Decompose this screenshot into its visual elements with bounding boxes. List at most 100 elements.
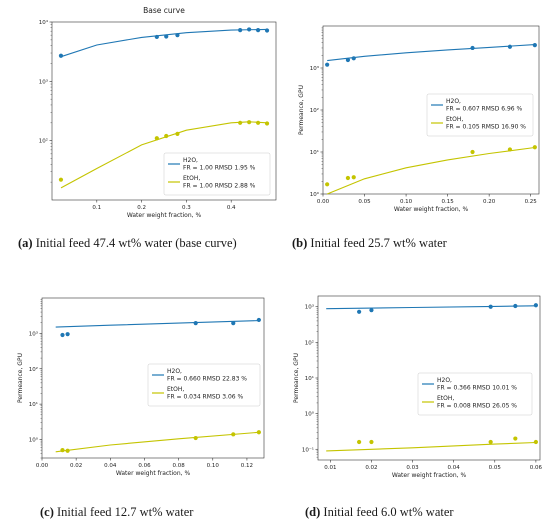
- legend-series-stat: FR = 0.660 RMSD 22.83 %: [167, 376, 247, 383]
- x-tick-label: 0.00: [36, 463, 49, 469]
- data-point-h2o: [507, 44, 513, 49]
- data-point-etoh: [58, 177, 64, 182]
- data-point-etoh: [231, 432, 236, 437]
- data-point-h2o: [264, 28, 270, 33]
- x-tick-label: 0.05: [489, 465, 502, 471]
- x-tick-label: 0.2: [137, 205, 146, 211]
- legend-box: [426, 93, 534, 137]
- data-point-h2o: [533, 303, 538, 308]
- fit-curve-h2o: [55, 320, 259, 328]
- data-point-h2o: [65, 332, 70, 337]
- y-axis-label: Permeance, GPU: [293, 353, 300, 403]
- fit-curve-etoh: [55, 431, 259, 453]
- data-point-h2o: [345, 57, 351, 63]
- data-point-h2o: [369, 308, 374, 313]
- data-point-etoh: [256, 430, 261, 435]
- x-tick-label: 0.4: [227, 205, 236, 211]
- caption-d: (d) Initial feed 6.0 wt% water: [305, 505, 454, 519]
- data-point-etoh: [357, 439, 362, 445]
- data-point-h2o: [532, 43, 537, 48]
- x-tick-label: 0.20: [483, 199, 496, 205]
- y-tick-label: 10²: [39, 138, 48, 145]
- y-tick-label: 10⁻¹: [302, 446, 314, 453]
- data-point-h2o: [58, 53, 64, 58]
- x-tick-label: 0.00: [317, 199, 330, 205]
- x-tick-label: 0.10: [207, 463, 220, 469]
- y-tick-label: 10⁴: [39, 19, 49, 26]
- legend-box: [147, 363, 261, 407]
- x-tick-label: 0.04: [448, 465, 461, 471]
- data-point-etoh: [507, 147, 513, 152]
- data-point-h2o: [60, 332, 65, 338]
- x-tick-label: 0.15: [441, 199, 454, 205]
- legend-series-stat: FR = 1.00 RMSD 2.88 %: [183, 183, 256, 190]
- y-tick-label: 10⁰: [310, 191, 320, 198]
- legend-series-stat: FR = 0.607 RMSD 6.96 %: [446, 106, 522, 113]
- legend-series-name: H2O,: [183, 157, 198, 164]
- data-point-etoh: [532, 145, 537, 150]
- x-tick-label: 0.06: [530, 465, 543, 471]
- x-tick-label: 0.02: [70, 463, 82, 469]
- data-point-etoh: [65, 448, 70, 453]
- y-tick-label: 10¹: [310, 149, 319, 156]
- legend: H2O,FR = 0.660 RMSD 22.83 % EtOH,FR = 0.0…: [147, 363, 261, 407]
- x-tick-label: 0.04: [104, 463, 117, 469]
- data-point-etoh: [164, 133, 169, 139]
- chart-panel-b: 0.00 0.05 0.10 0.15 0.20 0.25 10⁰ 10¹ 10² 10³ Wate…: [298, 25, 540, 213]
- fit-curve-etoh: [326, 146, 535, 195]
- data-point-etoh: [325, 182, 330, 187]
- x-tick-label: 0.02: [365, 465, 377, 471]
- data-point-h2o: [238, 28, 243, 33]
- y-tick-label: 10³: [29, 330, 38, 337]
- data-point-h2o: [175, 33, 180, 38]
- chart-panel-c: 0.00 0.02 0.04 0.06 0.08 0.10 0.12 10⁰ 10¹ 10² 10³…: [17, 297, 265, 477]
- data-point-etoh: [238, 120, 243, 125]
- x-tick-label: 0.3: [182, 205, 191, 211]
- data-point-etoh: [154, 136, 159, 141]
- fit-curve-h2o: [60, 28, 268, 58]
- data-point-h2o: [470, 45, 475, 51]
- data-point-h2o: [256, 317, 261, 323]
- legend-series-stat: FR = 0.105 RMSD 16.90 %: [446, 124, 526, 131]
- y-tick-label: 10³: [39, 78, 48, 85]
- data-point-h2o: [154, 34, 159, 40]
- y-tick-label: 10⁰: [29, 437, 39, 444]
- chart-panel-a: Base curve 0.1 0.2 0.3 0.4 10² 10³ 10⁴ Water wei…: [39, 6, 277, 219]
- legend-series-stat: FR = 1.00 RMSD 1.95 %: [183, 165, 256, 172]
- legend-series-name: H2O,: [167, 368, 182, 375]
- data-point-etoh: [60, 448, 65, 453]
- data-point-h2o: [357, 309, 362, 314]
- y-axis-label: Permeance, GPU: [298, 85, 305, 135]
- x-tick-label: 0.12: [241, 463, 253, 469]
- data-point-etoh: [193, 435, 198, 441]
- legend-series-stat: FR = 0.034 RMSD 3.06 %: [167, 394, 243, 401]
- legend-series-stat: FR = 0.366 RMSD 10.01 %: [437, 385, 517, 392]
- data-point-h2o: [247, 27, 252, 32]
- x-tick-label: 0.03: [406, 465, 419, 471]
- data-point-h2o: [513, 303, 518, 309]
- x-axis-label: Water weight fraction, %: [116, 470, 191, 477]
- legend-series-name: EtOH,: [437, 395, 454, 402]
- x-tick-label: 0.01: [324, 465, 336, 471]
- legend-series-name: H2O,: [446, 98, 461, 105]
- legend: H2O,FR = 1.00 RMSD 1.95 % EtOH,FR = 1.00 …: [163, 152, 271, 196]
- legend-series-name: EtOH,: [183, 175, 200, 182]
- legend-series-name: EtOH,: [167, 386, 184, 393]
- data-point-h2o: [231, 321, 236, 326]
- data-point-h2o: [164, 34, 169, 39]
- caption-c: (c) Initial feed 12.7 wt% water: [40, 505, 194, 519]
- y-tick-label: 10⁰: [305, 411, 315, 418]
- y-tick-label: 10²: [29, 366, 38, 373]
- y-tick-label: 10¹: [305, 375, 314, 382]
- y-tick-label: 10¹: [29, 401, 38, 408]
- legend: H2O,FR = 0.607 RMSD 6.96 % EtOH,FR = 0.10…: [426, 93, 534, 137]
- plot-frame: [41, 297, 265, 459]
- x-axis-label: Water weight fraction, %: [392, 472, 467, 479]
- legend-series-stat: FR = 0.008 RMSD 26.05 %: [437, 403, 517, 410]
- y-tick-label: 10³: [310, 65, 319, 72]
- legend-series-name: EtOH,: [446, 116, 463, 123]
- legend: H2O,FR = 0.366 RMSD 10.01 % EtOH,FR = 0.0…: [417, 372, 533, 416]
- x-axis-label: Water weight fraction, %: [127, 212, 202, 219]
- data-point-etoh: [345, 175, 351, 181]
